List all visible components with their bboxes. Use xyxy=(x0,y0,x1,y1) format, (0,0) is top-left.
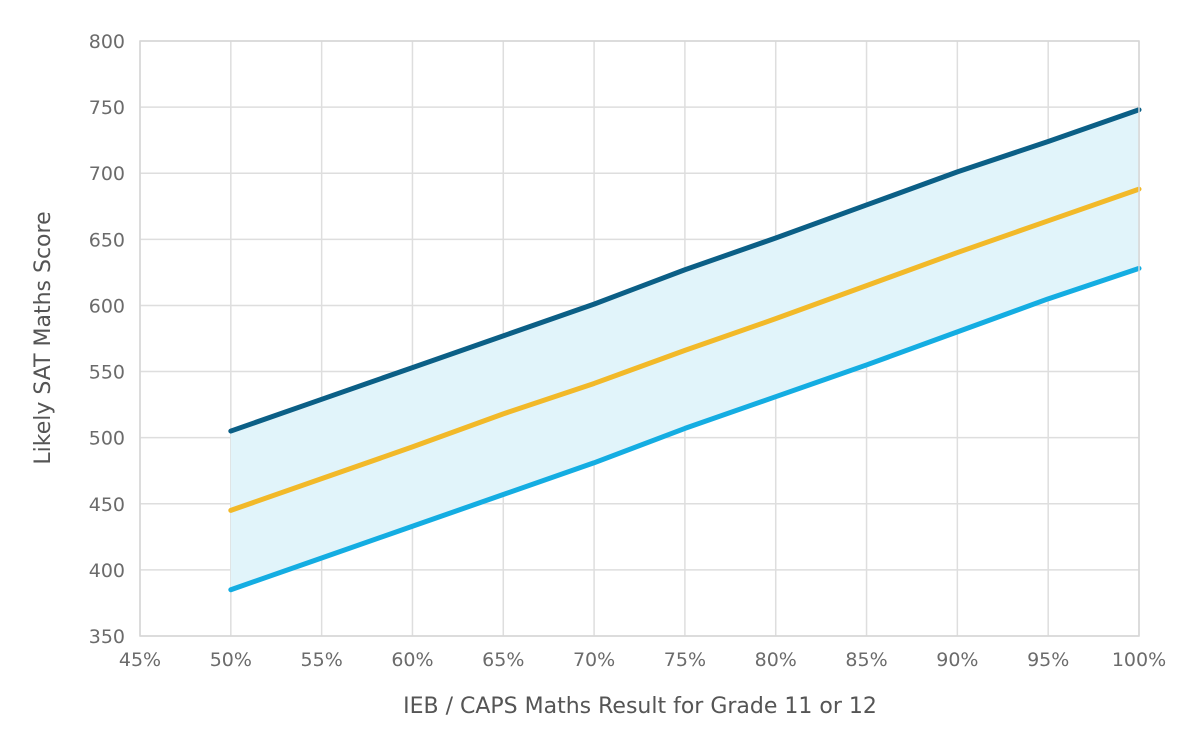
x-tick-label: 85% xyxy=(845,649,887,671)
series-line-middle xyxy=(228,186,1142,513)
x-tick-label: 50% xyxy=(210,649,252,671)
y-tick-labels: 350 400 450 500 550 600 650 700 750 800 xyxy=(89,31,125,648)
x-tick-label: 75% xyxy=(664,649,706,671)
series-line-lower xyxy=(228,265,1142,593)
y-tick-label: 650 xyxy=(89,229,125,251)
series-line-upper xyxy=(228,107,1142,434)
plot-frame-rect xyxy=(139,40,1140,637)
y-tick-label: 450 xyxy=(89,494,125,516)
x-tick-label: 65% xyxy=(482,649,524,671)
y-tick-label: 400 xyxy=(89,560,125,582)
y-tick-label: 700 xyxy=(89,163,125,185)
y-tick-label: 800 xyxy=(89,31,125,53)
y-tick-label: 350 xyxy=(89,626,125,648)
y-tick-label: 600 xyxy=(89,295,125,317)
y-tick-label: 500 xyxy=(89,428,125,450)
y-tick-label: 550 xyxy=(89,362,125,384)
x-tick-labels: 45% 50% 55% 60% 65% 70% 75% 80% 85% 90% 95% 100% xyxy=(119,649,1166,671)
x-tick-label: 95% xyxy=(1027,649,1069,671)
x-tick-label: 60% xyxy=(391,649,433,671)
y-axis-title: Likely SAT Maths Score xyxy=(31,211,56,464)
x-tick-label: 100% xyxy=(1112,649,1166,671)
x-tick-label: 90% xyxy=(936,649,978,671)
plot-frame xyxy=(139,40,1140,637)
x-tick-label: 45% xyxy=(119,649,161,671)
x-tick-label: 80% xyxy=(755,649,797,671)
x-tick-label: 55% xyxy=(301,649,343,671)
series-lines xyxy=(228,107,1142,593)
x-tick-label: 70% xyxy=(573,649,615,671)
x-axis-title: IEB / CAPS Maths Result for Grade 11 or … xyxy=(403,694,877,719)
y-tick-label: 750 xyxy=(89,97,125,119)
